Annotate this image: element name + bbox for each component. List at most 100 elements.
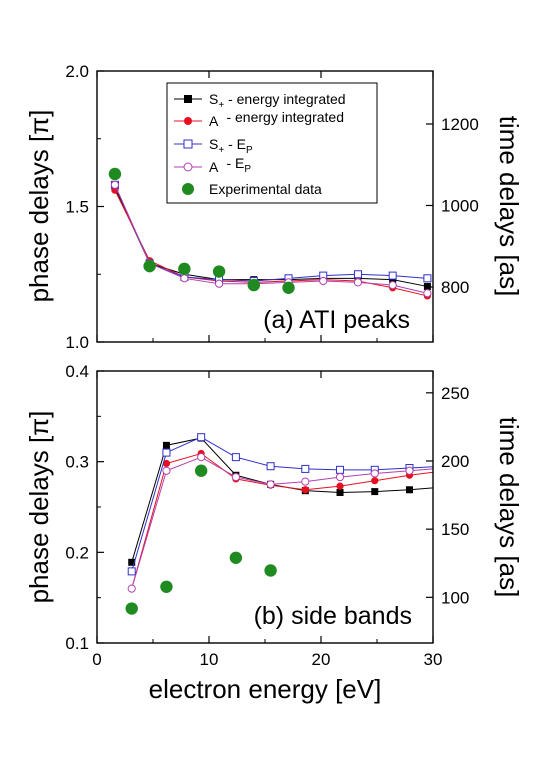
panel-a-point-s_ep [353,270,362,279]
panel-a-point-experimental [212,265,226,278]
panel-ati-peaks: 1.0 1.5 2.0 800 1000 1200 phase delays [π] ti… [24,62,524,352]
panel-b-point-experimental [125,602,138,615]
panel-a-frame [96,70,434,343]
panel-b-series-line-a_ep [131,456,433,589]
panel-b-point-s_ep [266,462,275,471]
legend-text-experimental: Experimental data [209,181,322,197]
x-tick-label: 30 [424,650,443,669]
panel-b-point-experimental [194,464,208,477]
panel-b-point-s_ep [301,464,310,473]
panel-b-series-line-s_energy [131,437,433,563]
panel-b-frame [96,370,434,644]
x-tick-label: 0 [92,650,101,669]
panel-b-point-a_energy [371,477,379,485]
panel-a-point-a_ep [110,180,120,189]
panel-b-point-experimental [160,580,173,593]
panel-b-point-s_ep [127,567,136,576]
panel-b-ytick-label: 0.2 [65,543,89,562]
panel-a-series-line-a_ep [114,184,428,294]
panel-b-point-s_ep [336,465,345,474]
panel-b-ytick-label: 0.4 [65,362,89,381]
panel-b-label: (b) side bands [254,602,412,630]
legend-text-a-ep: A - EP [209,155,251,175]
panel-a-series-line-s_ep [114,184,428,282]
panel-b-ylabel: phase delays [π] [24,411,54,604]
x-axis: 0 10 20 30 [92,650,442,669]
x-tick-label: 20 [312,650,331,669]
panel-b-point-a_ep [370,469,379,478]
legend-box [166,82,378,204]
panel-a-y2tick-label: 1200 [441,115,479,134]
panel-b-point-s_energy [405,486,413,494]
legend-item-a-ep: A - EP [174,155,251,175]
panel-b-y2label: time delays [as] [494,417,524,598]
x-tick-label: 10 [200,650,219,669]
legend-item-s-ep: S+ - EP [174,136,253,156]
legend-text-s-energy: S+ - energy integrated [209,91,346,111]
panel-a-ylabel: phase delays [π] [24,110,54,303]
panel-a-point-a_ep [214,279,224,288]
panel-b-series-line-a_energy [131,452,433,589]
panel-b-point-a_ep [301,477,310,486]
panel-a-point-experimental [143,259,156,273]
panel-b-point-s_ep [231,453,240,462]
panel-a-point-a_ep [180,274,189,283]
panel-b-ytick-label: 0.3 [65,453,89,472]
panel-b-plot-area [125,433,448,615]
legend-marker-a-energy [184,117,192,125]
panel-b-y2tick-label: 150 [441,520,469,539]
panel-b-ytick-label: 0.1 [65,634,89,653]
legend-text-s-ep: S+ - EP [209,136,253,156]
panel-a-point-a_ep [319,276,328,286]
panel-b-series [125,433,448,615]
panel-b-point-s_energy [441,484,448,491]
panel-b-y2tick-label: 100 [441,588,469,607]
panel-b-point-a_energy [162,459,171,468]
panel-b-point-a_energy [301,486,309,494]
panel-a-point-s_energy [423,282,431,290]
panel-a-ytick-label: 1.0 [65,333,89,352]
panel-a-point-s_ep [388,271,397,280]
legend: S+ - energy integrated A - energy integr… [166,82,378,204]
panel-b-point-a_ep [335,472,345,482]
panel-b-point-s_ep [197,433,206,442]
legend-marker-experimental [182,183,194,195]
panel-a-point-a_ep [388,280,397,290]
panel-a-y2tick-label: 800 [441,278,469,297]
panel-a-point-experimental [108,167,122,181]
legend-marker-a-ep [183,162,193,172]
panel-b-point-s_energy [162,441,170,449]
panel-a-y2tick-label: 1000 [441,196,479,215]
panel-a-ytick-label: 1.5 [65,198,89,217]
panel-a-ytick-label: 2.0 [65,62,89,81]
legend-item-experimental: Experimental data [182,181,322,197]
panel-a-point-experimental [282,281,295,294]
panel-a-point-a_ep [353,278,363,287]
legend-marker-s-ep [183,139,193,149]
panel-b-point-experimental [264,564,277,577]
panel-b-series-line-s_ep [131,436,433,572]
panel-b-y2tick-label: 250 [441,384,469,403]
panel-a-plot-area [108,167,432,300]
panel-b-point-a_ep [405,466,414,475]
panel-b-point-s_energy [336,488,344,496]
panel-b-point-a_ep [127,584,136,593]
panel-a-label: (a) ATI peaks [263,306,410,334]
panel-b-ticks: 0.1 0.2 0.3 0.4 100 150 200 250 [65,362,469,653]
panel-a-point-s_ep [423,274,432,283]
panel-a-point-experimental [247,278,260,292]
panel-b-point-a_ep [162,466,171,475]
panel-b-point-experimental [229,551,243,564]
panel-b-point-a_energy [336,482,344,490]
panel-b-point-a_ep [266,480,275,489]
panel-b-point-s_energy [128,558,136,566]
panel-a-point-a_ep [423,289,432,298]
panel-a-point-experimental [178,262,191,276]
panel-a-series-line-a_energy [114,190,428,297]
x-axis-label: electron energy [eV] [149,674,382,704]
panel-a-series [108,167,432,300]
panel-a-ticks: 1.0 1.5 2.0 800 1000 1200 [65,62,478,352]
panel-b-point-a_ep [231,472,240,482]
panel-b-point-a_ep [197,453,206,462]
